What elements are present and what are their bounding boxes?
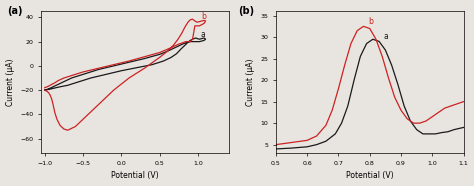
Text: b: b xyxy=(368,17,373,26)
Y-axis label: Current (μA): Current (μA) xyxy=(6,59,15,106)
Y-axis label: Current (μA): Current (μA) xyxy=(246,59,255,106)
Text: (b): (b) xyxy=(238,6,255,16)
X-axis label: Potential (V): Potential (V) xyxy=(111,171,158,180)
Text: a: a xyxy=(201,30,206,39)
Text: (a): (a) xyxy=(7,6,23,16)
Text: a: a xyxy=(384,32,389,41)
Text: b: b xyxy=(201,12,206,21)
X-axis label: Potential (V): Potential (V) xyxy=(346,171,393,180)
